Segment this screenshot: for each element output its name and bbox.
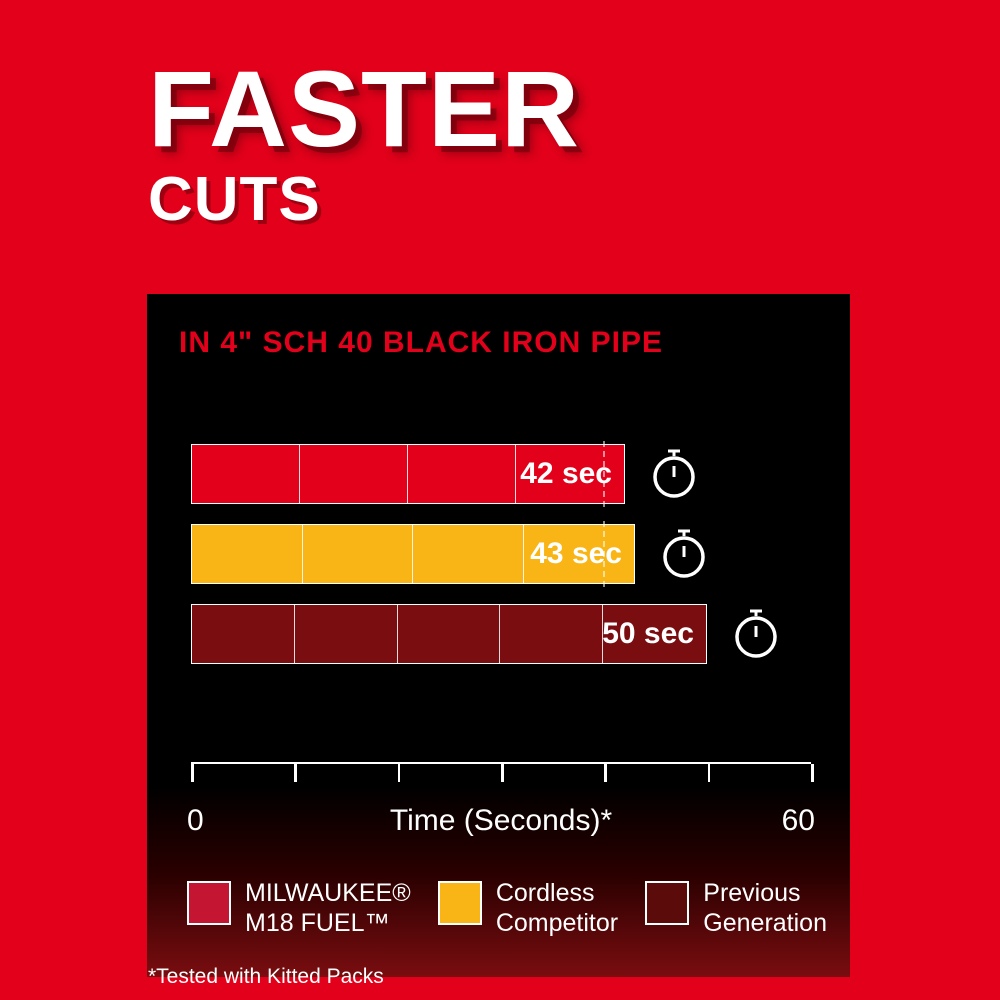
bar-row-competitor: 43 sec <box>191 524 811 584</box>
stopwatch-icon <box>733 609 779 659</box>
bar-label-previous: 50 sec <box>602 617 694 651</box>
chart-legend: MILWAUKEE® M18 FUEL™ Cordless Competitor… <box>187 879 827 938</box>
legend-label-milwaukee-2: M18 FUEL™ <box>245 909 411 939</box>
stopwatch-icon <box>651 449 697 499</box>
legend-label-milwaukee-1: MILWAUKEE® <box>245 879 411 909</box>
legend-item-milwaukee: MILWAUKEE® M18 FUEL™ <box>187 879 411 938</box>
ad-stage: { "title": { "line1": "FASTER", "line2":… <box>0 0 1000 1000</box>
bar-milwaukee: 42 sec <box>191 444 625 504</box>
legend-label-competitor-1: Cordless <box>496 879 618 909</box>
bar-label-milwaukee: 42 sec <box>520 457 612 491</box>
headline-line1: FASTER <box>148 55 580 163</box>
legend-label-competitor-2: Competitor <box>496 909 618 939</box>
axis-min-label: 0 <box>187 804 204 838</box>
legend-swatch-milwaukee <box>187 881 231 925</box>
axis-max-label: 60 <box>782 804 815 838</box>
legend-swatch-competitor <box>438 881 482 925</box>
chart-panel: IN 4" SCH 40 BLACK IRON PIPE 42 sec <box>147 294 850 977</box>
axis-xlabel: Time (Seconds)* <box>390 804 612 838</box>
headline-line2: CUTS <box>148 169 580 231</box>
bar-chart: 42 sec 43 sec <box>191 444 811 744</box>
legend-label-previous-1: Previous <box>703 879 827 909</box>
headline: FASTER CUTS <box>148 55 580 231</box>
stopwatch-icon <box>661 529 707 579</box>
footnote-text: *Tested with Kitted Packs <box>148 965 384 989</box>
chart-axis: 0 Time (Seconds)* 60 <box>191 762 811 852</box>
bar-row-previous: 50 sec <box>191 604 811 664</box>
legend-label-previous-2: Generation <box>703 909 827 939</box>
panel-heading: IN 4" SCH 40 BLACK IRON PIPE <box>179 326 830 360</box>
legend-swatch-previous <box>645 881 689 925</box>
legend-item-previous: Previous Generation <box>645 879 827 938</box>
bar-row-milwaukee: 42 sec <box>191 444 811 504</box>
legend-item-competitor: Cordless Competitor <box>438 879 618 938</box>
bar-previous: 50 sec <box>191 604 707 664</box>
bar-competitor: 43 sec <box>191 524 635 584</box>
bar-label-competitor: 43 sec <box>530 537 622 571</box>
